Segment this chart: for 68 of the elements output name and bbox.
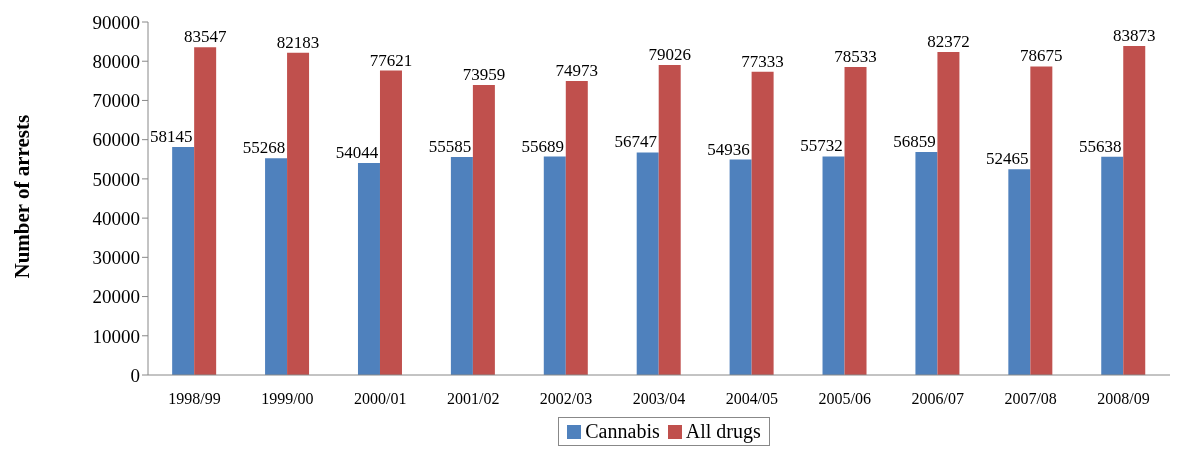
bar: [1030, 66, 1053, 375]
data-label: 55638: [1079, 136, 1122, 156]
y-tick-label: 60000: [92, 129, 140, 151]
data-label: 79026: [648, 45, 691, 65]
y-tick-label: 80000: [92, 50, 140, 72]
bar: [265, 158, 288, 375]
bar: [565, 80, 588, 375]
y-axis-title: Number of arrests: [10, 114, 35, 279]
bar: [1123, 46, 1146, 375]
data-label: 83873: [1113, 26, 1156, 46]
bar: [379, 70, 402, 375]
y-tick-label: 10000: [92, 325, 140, 347]
bar: [751, 71, 774, 375]
data-label: 77333: [741, 51, 784, 71]
data-label: 82183: [276, 32, 320, 52]
bar: [1008, 169, 1031, 375]
data-label: 83547: [183, 27, 227, 47]
data-label: 55585: [428, 136, 472, 156]
x-tick-label: 1998/99: [168, 390, 221, 408]
data-label: 82372: [927, 31, 970, 51]
data-label: 78675: [1020, 46, 1063, 66]
data-label: 55732: [800, 136, 843, 156]
data-label: 56747: [614, 132, 658, 152]
x-tick-label: 2004/05: [725, 390, 779, 408]
data-label: 56859: [893, 131, 936, 151]
x-tick-label: 2001/02: [446, 390, 500, 408]
y-tick-label: 20000: [92, 286, 140, 308]
data-label: 55268: [242, 138, 286, 158]
x-tick-label: 2007/08: [1004, 390, 1057, 408]
x-tick-label: 2002/03: [539, 390, 593, 408]
bar: [472, 84, 495, 375]
data-label: 54936: [707, 139, 750, 159]
bar: [937, 51, 960, 375]
data-label: 54044: [335, 143, 379, 163]
y-tick-label: 40000: [92, 207, 140, 229]
bar: [636, 152, 659, 375]
y-tick-label: 0: [130, 364, 140, 386]
x-tick-label: 2005/06: [818, 390, 872, 408]
bar: [287, 52, 310, 375]
y-tick-label: 50000: [92, 168, 140, 190]
data-label: 74973: [555, 60, 599, 80]
data-label: 73959: [462, 64, 506, 84]
legend-label: Cannabis: [585, 420, 660, 443]
bar: [822, 156, 845, 375]
x-tick-label: 1999/00: [261, 390, 314, 408]
bar: [915, 151, 938, 375]
bar: [844, 66, 867, 375]
data-label: 77621: [369, 50, 413, 70]
bar: [172, 146, 195, 375]
y-tick-label: 30000: [92, 247, 140, 269]
y-tick-label: 90000: [92, 11, 140, 33]
bar: [450, 156, 473, 375]
bar: [543, 156, 566, 375]
data-label: 78533: [834, 46, 877, 66]
x-tick-label: 2000/01: [354, 390, 407, 408]
bar: [658, 65, 681, 375]
data-label: 52465: [986, 149, 1029, 169]
data-label: 58145: [149, 126, 193, 146]
bar: [194, 47, 217, 375]
bar: [1101, 156, 1124, 375]
x-tick-label: 2008/09: [1097, 390, 1150, 408]
y-tick-label: 70000: [92, 90, 140, 112]
bar: [729, 159, 752, 375]
bar: [357, 163, 380, 375]
x-tick-label: 2006/07: [911, 390, 964, 408]
x-tick-label: 2003/04: [632, 390, 686, 408]
data-label: 55689: [521, 136, 565, 156]
legend-label: All drugs: [685, 420, 761, 443]
